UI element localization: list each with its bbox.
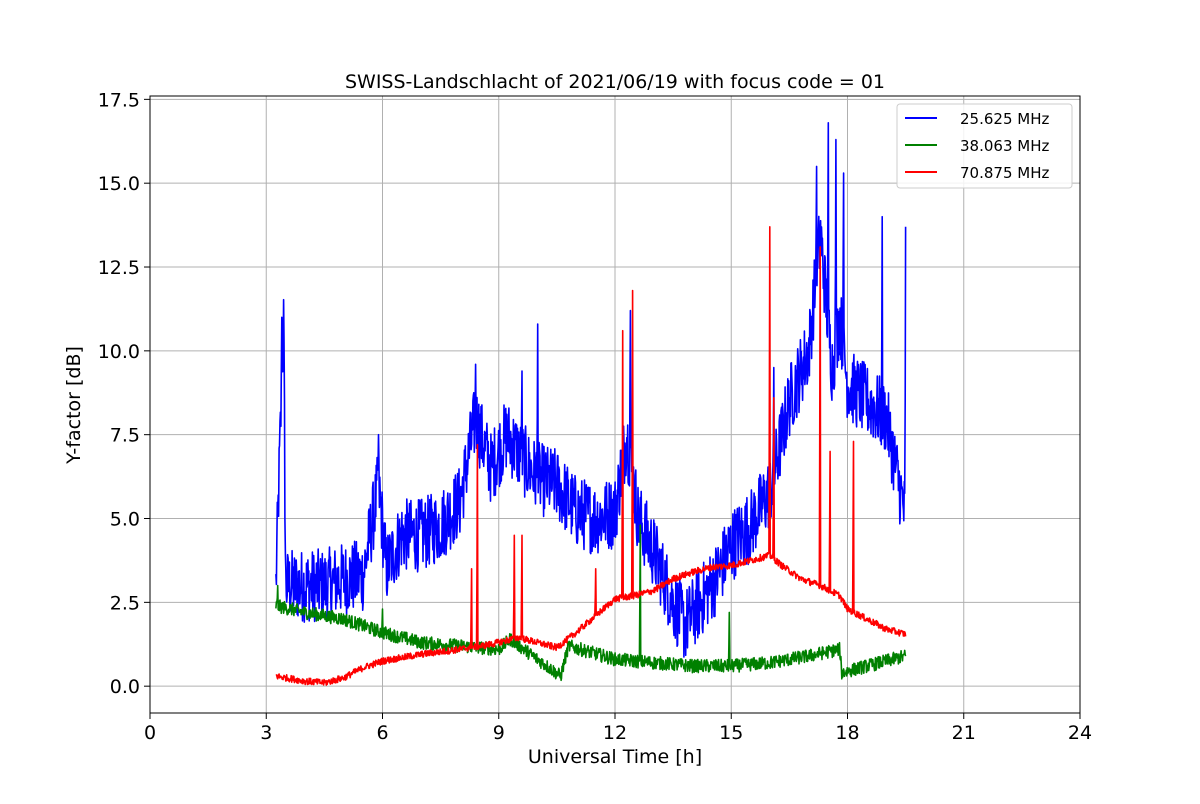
chart-title: SWISS-Landschlacht of 2021/06/19 with fo… (345, 71, 885, 93)
y-tick-label: 12.5 (98, 257, 140, 279)
y-tick-label: 15.0 (98, 173, 140, 195)
y-tick-label: 10.0 (98, 341, 140, 363)
x-tick-label: 9 (493, 722, 505, 744)
x-tick-label: 0 (144, 722, 156, 744)
series-line (275, 524, 907, 682)
x-tick-label: 15 (719, 722, 743, 744)
tick-layer: 0 3 6 9 12 15 18 21 24 0.0 2.5 5.0 7.5 10.0 12.5 15.0 17… (98, 89, 1092, 744)
legend-label: 70.875 MHz (960, 164, 1049, 182)
grid-layer (149, 96, 1081, 713)
y-tick-label: 5.0 (110, 509, 140, 531)
y-tick-label: 17.5 (98, 89, 140, 111)
x-tick-label: 12 (603, 722, 627, 744)
y-tick-label: 7.5 (110, 425, 140, 447)
legend-box (896, 103, 1073, 189)
legend-label: 38.063 MHz (960, 137, 1049, 155)
x-axis-title: Universal Time [h] (528, 746, 702, 768)
legend: 25.625 MHz 38.063 MHz 70.875 MHz (896, 103, 1073, 189)
x-tick-label: 18 (835, 722, 859, 744)
y-axis-title: Y-factor [dB] (63, 346, 85, 465)
legend-label: 25.625 MHz (960, 110, 1049, 128)
series-layer (275, 122, 907, 686)
series-line (275, 226, 907, 686)
x-tick-label: 24 (1068, 722, 1092, 744)
series-line (275, 122, 907, 658)
x-tick-label: 21 (952, 722, 976, 744)
x-tick-label: 3 (260, 722, 272, 744)
y-tick-label: 2.5 (110, 592, 140, 614)
y-tick-label: 0.0 (110, 676, 140, 698)
x-tick-label: 6 (376, 722, 388, 744)
